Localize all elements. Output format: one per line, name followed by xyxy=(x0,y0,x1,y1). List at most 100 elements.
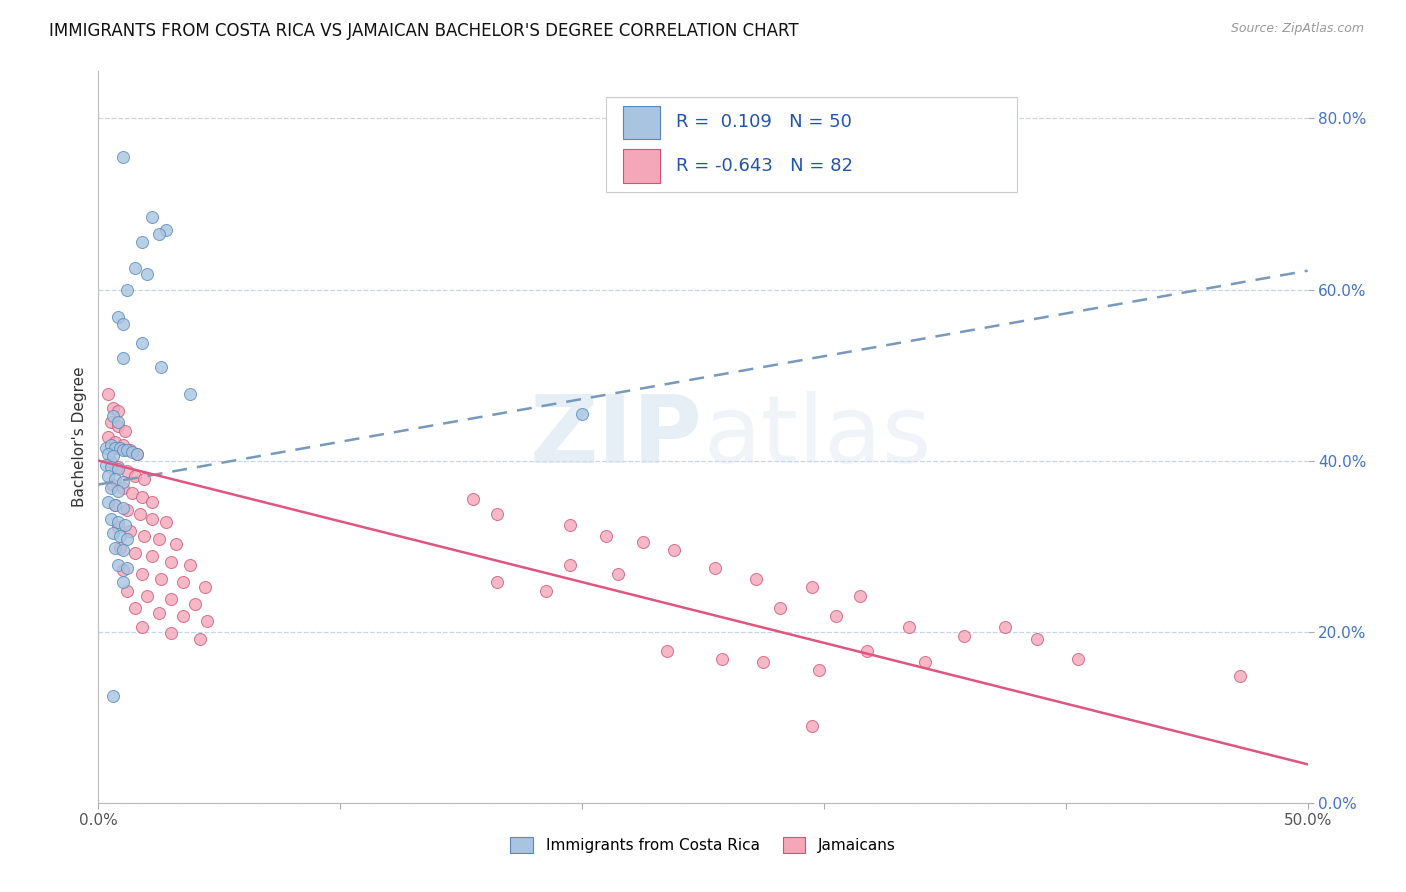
Point xyxy=(141,512,163,526)
Point xyxy=(800,580,823,594)
Point xyxy=(108,441,131,455)
Point xyxy=(117,503,139,517)
Point xyxy=(101,450,124,464)
Point xyxy=(118,443,141,458)
Point xyxy=(179,387,201,401)
Point xyxy=(124,546,146,560)
Point xyxy=(141,210,163,224)
Point xyxy=(114,424,136,438)
Point xyxy=(195,615,218,629)
Point xyxy=(107,404,129,418)
Point xyxy=(101,477,124,491)
Point xyxy=(704,560,727,574)
Point xyxy=(558,517,581,532)
Point xyxy=(101,401,124,415)
Point xyxy=(100,460,122,475)
Point xyxy=(117,443,139,458)
Point xyxy=(953,629,976,643)
Point xyxy=(150,359,173,374)
Point xyxy=(127,447,149,461)
Point xyxy=(141,494,163,508)
Point xyxy=(111,150,134,164)
Point xyxy=(108,541,131,555)
Point xyxy=(534,583,557,598)
Point xyxy=(160,555,183,569)
Point xyxy=(1025,632,1047,646)
Point xyxy=(117,533,139,547)
Point xyxy=(141,549,163,564)
Point xyxy=(107,483,129,498)
Point xyxy=(897,620,920,634)
Point xyxy=(825,609,848,624)
Point xyxy=(107,460,129,475)
Point xyxy=(150,572,173,586)
Text: Source: ZipAtlas.com: Source: ZipAtlas.com xyxy=(1230,22,1364,36)
Point xyxy=(148,227,170,241)
Text: atlas: atlas xyxy=(703,391,931,483)
Point xyxy=(131,335,153,350)
Point xyxy=(571,407,593,421)
Point xyxy=(179,558,201,572)
Legend: Immigrants from Costa Rica, Jamaicans: Immigrants from Costa Rica, Jamaicans xyxy=(503,830,903,861)
Point xyxy=(558,558,581,572)
Point xyxy=(107,462,129,476)
Point xyxy=(124,600,146,615)
Text: IMMIGRANTS FROM COSTA RICA VS JAMAICAN BACHELOR'S DEGREE CORRELATION CHART: IMMIGRANTS FROM COSTA RICA VS JAMAICAN B… xyxy=(49,22,799,40)
Point xyxy=(184,597,207,611)
Point xyxy=(117,283,139,297)
Point xyxy=(121,445,143,459)
Point xyxy=(856,643,879,657)
Point xyxy=(97,430,120,444)
Point xyxy=(97,447,120,461)
Point xyxy=(160,592,183,607)
Point xyxy=(595,529,617,543)
Point xyxy=(101,526,124,541)
Point xyxy=(131,566,153,581)
Point xyxy=(111,438,134,452)
Point xyxy=(463,492,485,507)
Point xyxy=(135,267,157,281)
Point xyxy=(486,575,509,590)
Point xyxy=(104,472,127,486)
Point xyxy=(121,486,143,500)
Point xyxy=(128,507,150,521)
Text: ZIP: ZIP xyxy=(530,391,703,483)
Point xyxy=(808,663,831,677)
Point xyxy=(104,441,127,455)
Point xyxy=(124,469,146,483)
Point xyxy=(97,494,120,508)
Point xyxy=(769,600,792,615)
Point xyxy=(148,606,170,620)
Point xyxy=(131,490,153,504)
Point xyxy=(188,632,211,646)
Point xyxy=(111,563,134,577)
Point xyxy=(631,534,654,549)
Point xyxy=(160,626,183,640)
Point xyxy=(994,620,1017,634)
Point xyxy=(100,438,122,452)
Point xyxy=(165,537,187,551)
Point xyxy=(111,443,134,458)
Y-axis label: Bachelor's Degree: Bachelor's Degree xyxy=(72,367,87,508)
Point xyxy=(148,533,170,547)
Point xyxy=(114,517,136,532)
Point xyxy=(97,387,120,401)
Point xyxy=(97,469,120,483)
Point xyxy=(94,441,117,455)
Point xyxy=(711,652,734,666)
Point xyxy=(655,643,678,657)
Point xyxy=(752,655,775,669)
Point xyxy=(117,560,139,574)
Point xyxy=(111,575,134,590)
Point xyxy=(100,455,122,469)
Point xyxy=(111,500,134,515)
Point xyxy=(100,481,122,495)
Point xyxy=(134,529,156,543)
Point xyxy=(117,464,139,478)
Point xyxy=(94,458,117,472)
Point xyxy=(662,543,685,558)
Point xyxy=(172,575,194,590)
Point xyxy=(111,475,134,489)
Point xyxy=(111,543,134,558)
Point xyxy=(100,415,122,429)
